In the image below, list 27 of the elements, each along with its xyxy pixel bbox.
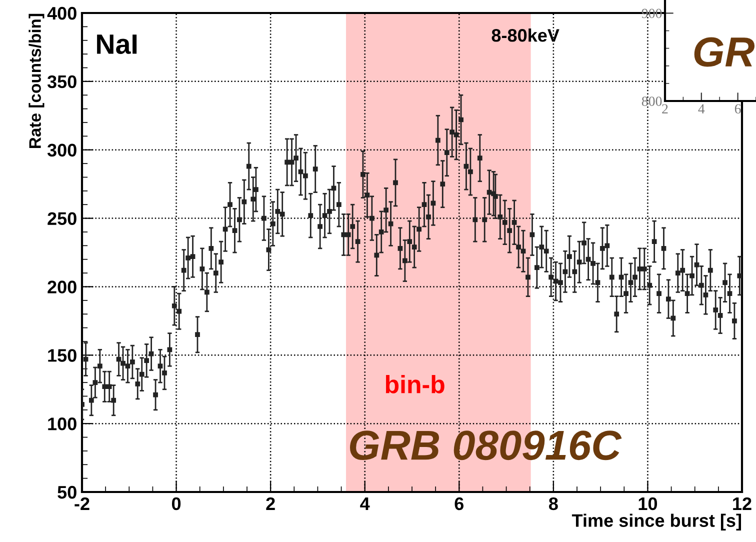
y-tick-label: 200 [48, 280, 76, 294]
x-tick-label: -2 [74, 497, 90, 510]
y-tick-label: 100 [48, 418, 76, 430]
x-tick-label: 12 [733, 497, 752, 510]
y-axis-title: Rate [counts/bin] [28, 14, 44, 148]
x-tick-label: 2 [266, 497, 275, 510]
annotation: NaI [97, 34, 137, 54]
y-tick-label: 300 [47, 144, 76, 157]
x-tick-label: 4 [360, 498, 370, 510]
annotation: GRB 080916C [350, 430, 622, 460]
x-tick-label: 4 [698, 104, 705, 114]
annotation: GR [694, 37, 755, 67]
y-tick-label: 350 [47, 75, 76, 88]
y-tick-label: 800 [642, 96, 662, 106]
y-tick-label: 50 [58, 486, 76, 499]
annotation: 8-80keV [492, 28, 560, 42]
x-axis-title: Time since burst [s] [572, 514, 741, 531]
x-tick-label: 0 [172, 497, 181, 510]
x-tick-label: 10 [638, 497, 658, 510]
y-tick-label: 250 [48, 212, 76, 226]
y-tick-label: 400 [47, 6, 76, 20]
y-tick-label: 150 [48, 349, 76, 362]
band-label: bin-b [386, 374, 444, 394]
x-tick-label: 6 [734, 104, 741, 114]
x-tick-label: 6 [454, 497, 464, 510]
x-tick-label: 8 [548, 497, 558, 510]
x-tick-label: 2 [662, 104, 668, 114]
